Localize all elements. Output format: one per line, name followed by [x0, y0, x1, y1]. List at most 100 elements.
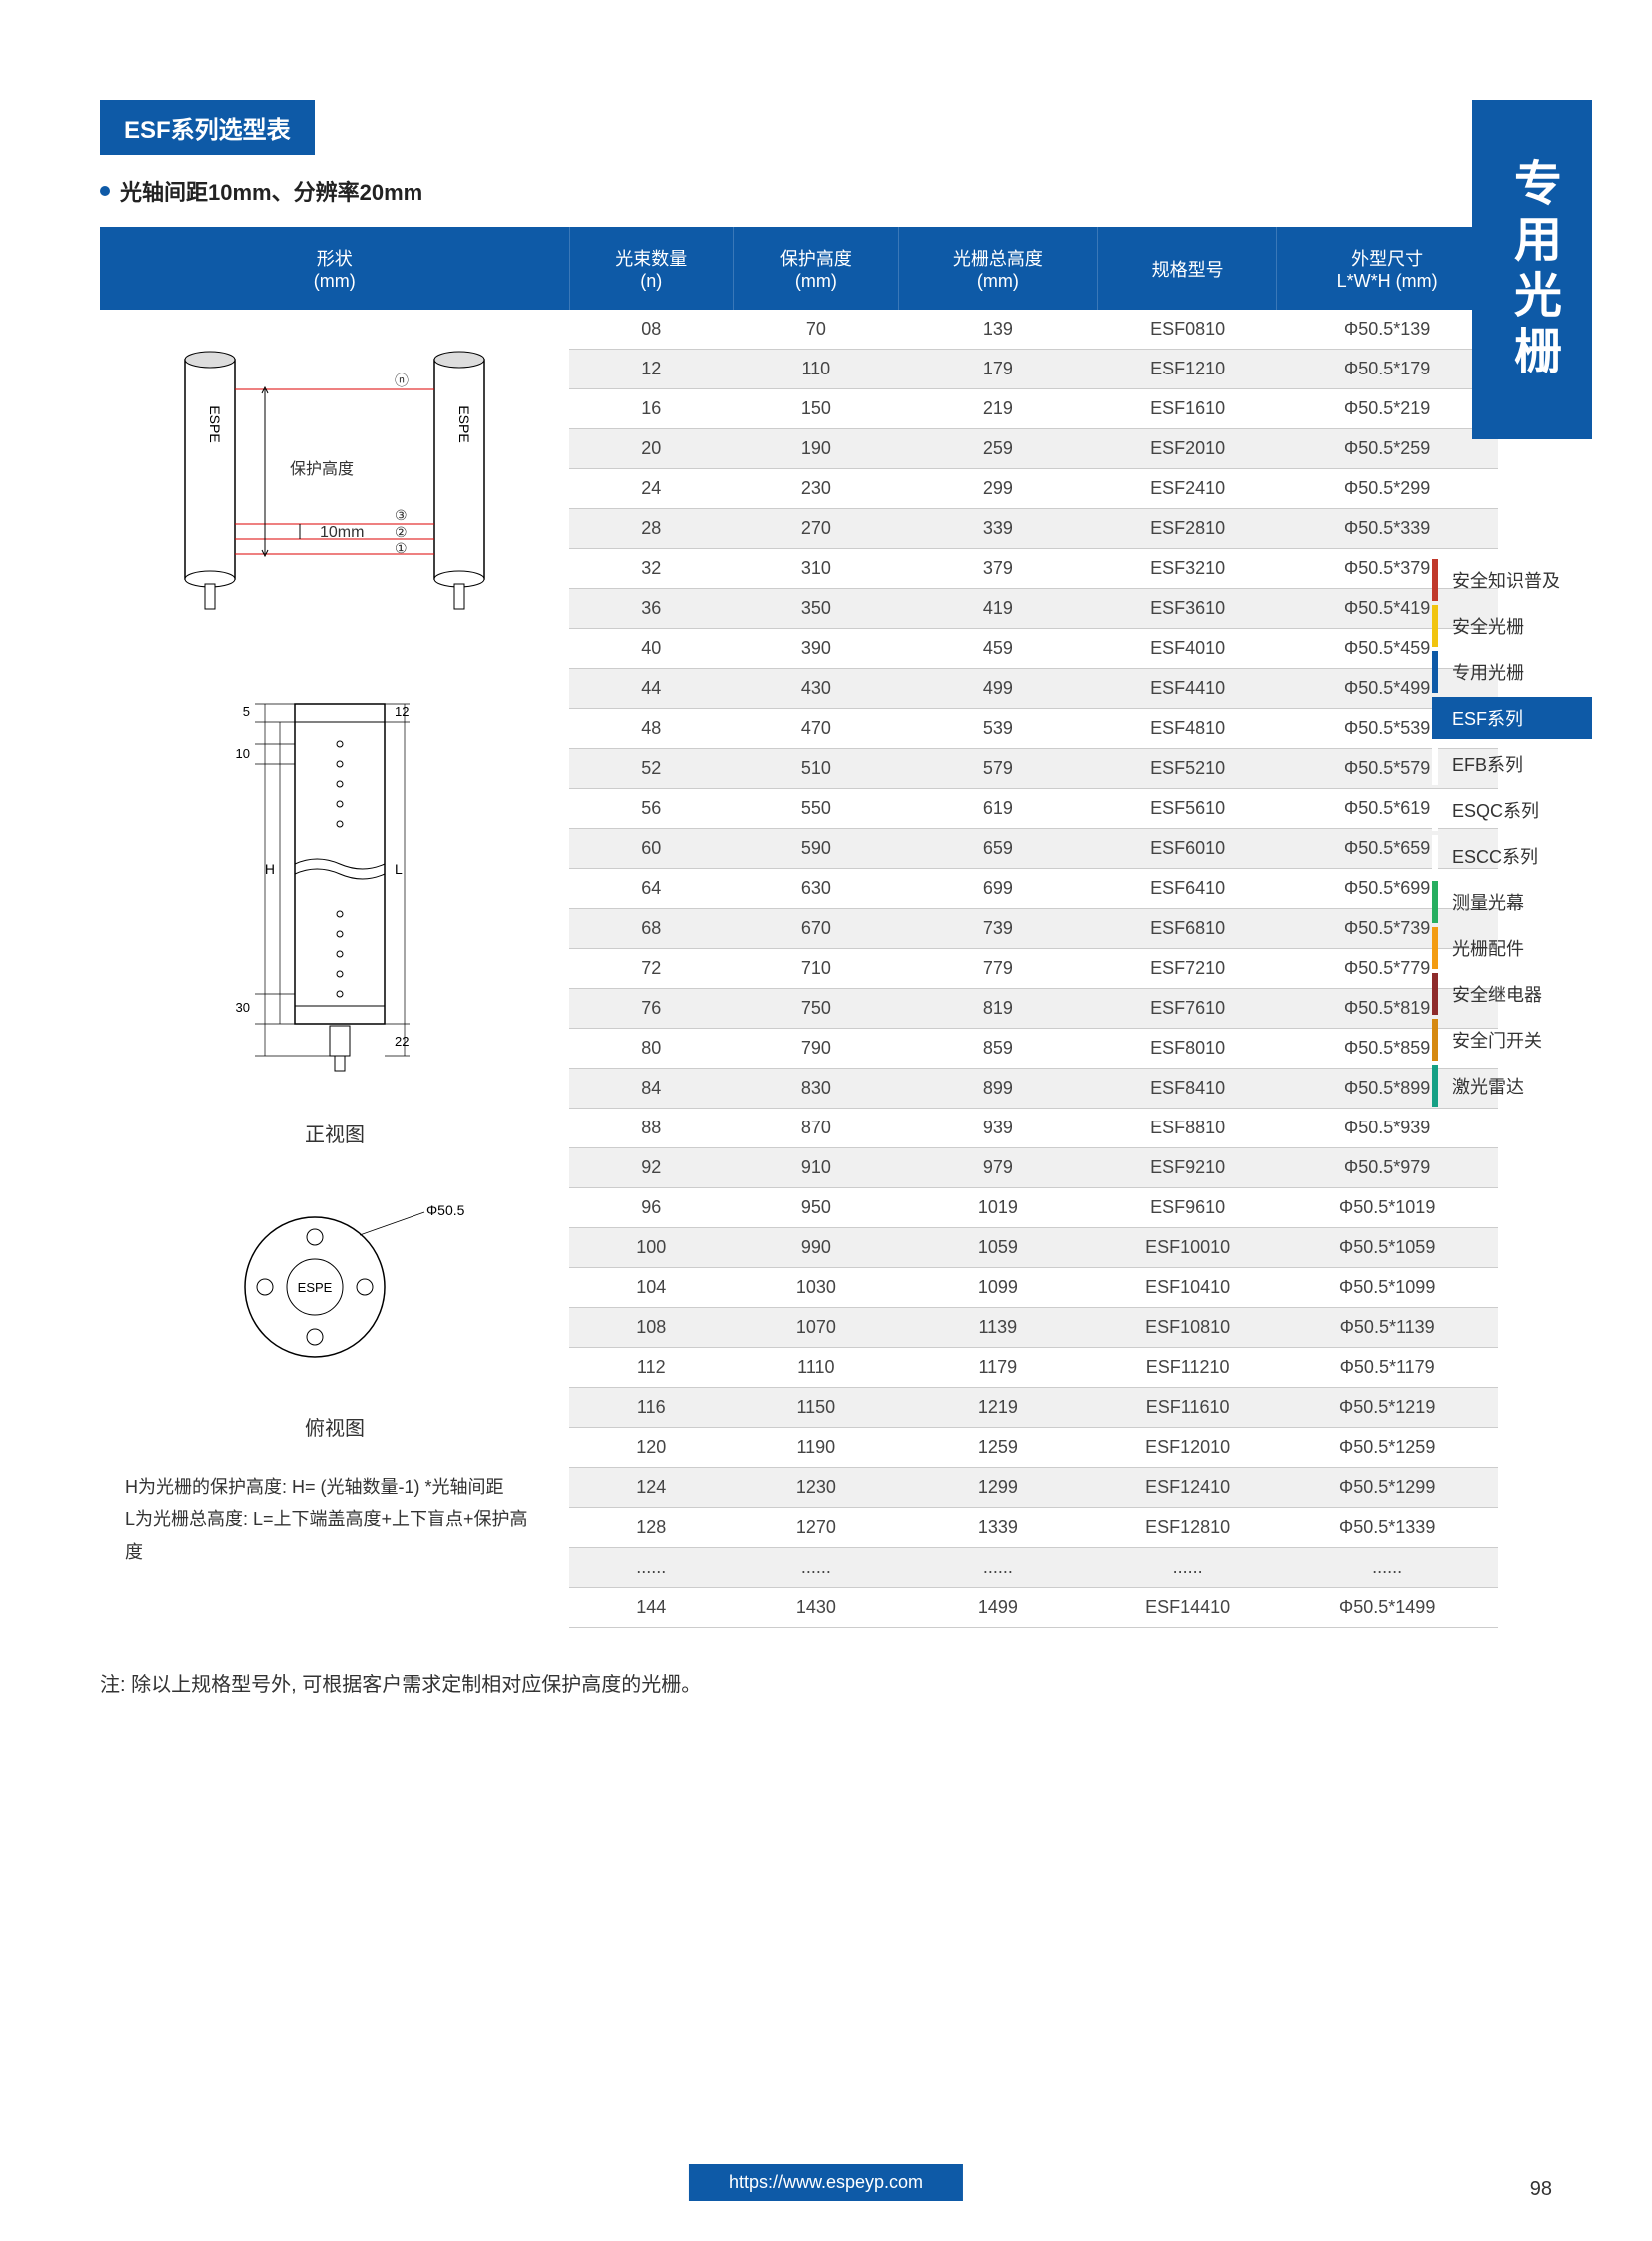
- table-cell: 84: [569, 1069, 734, 1109]
- table-cell: Φ50.5*1059: [1277, 1228, 1498, 1268]
- table-cell: ESF8810: [1098, 1109, 1277, 1148]
- table-cell: 899: [898, 1069, 1097, 1109]
- side-nav-item[interactable]: ESQC系列: [1432, 789, 1592, 831]
- table-cell: ESF12410: [1098, 1468, 1277, 1508]
- table-cell: 739: [898, 909, 1097, 949]
- side-nav-item[interactable]: ESF系列: [1432, 697, 1592, 739]
- table-cell: ESF11610: [1098, 1388, 1277, 1428]
- table-cell: ESF10010: [1098, 1228, 1277, 1268]
- table-cell: 100: [569, 1228, 734, 1268]
- table-cell: 299: [898, 469, 1097, 509]
- svg-text:①: ①: [395, 540, 408, 556]
- table-cell: 72: [569, 949, 734, 989]
- table-cell: ESF5610: [1098, 789, 1277, 829]
- table-cell: 112: [569, 1348, 734, 1388]
- side-nav-item[interactable]: 测量光幕: [1432, 881, 1592, 923]
- table-header: 形状(mm): [100, 227, 569, 310]
- page-title-badge: ESF系列选型表: [100, 100, 315, 155]
- table-cell: ESF1610: [1098, 389, 1277, 429]
- diameter-label: Φ50.5: [426, 1202, 464, 1218]
- table-cell: 979: [898, 1148, 1097, 1188]
- table-cell: ......: [1098, 1548, 1277, 1588]
- table-cell: 32: [569, 549, 734, 589]
- table-cell: 230: [734, 469, 899, 509]
- side-nav-item[interactable]: 安全光栅: [1432, 605, 1592, 647]
- side-nav-item[interactable]: 专用光栅: [1432, 651, 1592, 693]
- formula-h: H为光栅的保护高度: H= (光轴数量-1) *光轴间距: [125, 1471, 544, 1503]
- table-cell: ESF10410: [1098, 1268, 1277, 1308]
- side-nav-item[interactable]: 安全知识普及: [1432, 559, 1592, 601]
- side-nav-item[interactable]: 激光雷达: [1432, 1065, 1592, 1107]
- table-cell: 459: [898, 629, 1097, 669]
- isometric-diagram: ESPE ESPE ⓝ ③ ② ① 保护高度 10mm: [135, 330, 534, 629]
- table-cell: 790: [734, 1029, 899, 1069]
- side-banner: 专用光栅: [1472, 100, 1592, 439]
- table-cell: 08: [569, 310, 734, 350]
- table-cell: 52: [569, 749, 734, 789]
- table-cell: ESF2010: [1098, 429, 1277, 469]
- table-cell: 1110: [734, 1348, 899, 1388]
- brand-left: ESPE: [207, 405, 223, 442]
- table-cell: 579: [898, 749, 1097, 789]
- side-nav-item[interactable]: 安全门开关: [1432, 1019, 1592, 1061]
- table-cell: 179: [898, 350, 1097, 389]
- table-cell: 379: [898, 549, 1097, 589]
- table-cell: ESF7210: [1098, 949, 1277, 989]
- table-cell: 12: [569, 350, 734, 389]
- table-cell: 44: [569, 669, 734, 709]
- table-cell: Φ50.5*1499: [1277, 1588, 1498, 1628]
- table-cell: Φ50.5*939: [1277, 1109, 1498, 1148]
- svg-text:L: L: [395, 861, 403, 877]
- table-cell: 1430: [734, 1588, 899, 1628]
- table-cell: 36: [569, 589, 734, 629]
- table-cell: 1499: [898, 1588, 1097, 1628]
- table-cell: 750: [734, 989, 899, 1029]
- side-nav-item[interactable]: 光栅配件: [1432, 927, 1592, 969]
- formula-l: L为光栅总高度: L=上下端盖高度+上下盲点+保护高度: [125, 1503, 544, 1568]
- table-cell: ESF6410: [1098, 869, 1277, 909]
- table-cell: 48: [569, 709, 734, 749]
- table-cell: 1019: [898, 1188, 1097, 1228]
- table-cell: 910: [734, 1148, 899, 1188]
- side-nav-item[interactable]: EFB系列: [1432, 743, 1592, 785]
- front-view-label: 正视图: [125, 1119, 544, 1147]
- table-cell: 1070: [734, 1308, 899, 1348]
- table-cell: 419: [898, 589, 1097, 629]
- table-header: 规格型号: [1098, 227, 1277, 310]
- table-cell: ESF8410: [1098, 1069, 1277, 1109]
- side-nav-item[interactable]: ESCC系列: [1432, 835, 1592, 877]
- table-cell: 779: [898, 949, 1097, 989]
- table-cell: 80: [569, 1029, 734, 1069]
- side-nav-item[interactable]: 安全继电器: [1432, 973, 1592, 1015]
- table-cell: 430: [734, 669, 899, 709]
- table-cell: 270: [734, 509, 899, 549]
- table-cell: 1179: [898, 1348, 1097, 1388]
- table-cell: 390: [734, 629, 899, 669]
- table-cell: 590: [734, 829, 899, 869]
- table-cell: 110: [734, 350, 899, 389]
- table-cell: ESF9610: [1098, 1188, 1277, 1228]
- table-cell: 1139: [898, 1308, 1097, 1348]
- table-cell: 190: [734, 429, 899, 469]
- table-cell: 150: [734, 389, 899, 429]
- table-cell: Φ50.5*1019: [1277, 1188, 1498, 1228]
- table-cell: 70: [734, 310, 899, 350]
- table-cell: 1339: [898, 1508, 1097, 1548]
- table-cell: 40: [569, 629, 734, 669]
- table-cell: 1059: [898, 1228, 1097, 1268]
- table-cell: 28: [569, 509, 734, 549]
- table-cell: Φ50.5*1099: [1277, 1268, 1498, 1308]
- table-cell: ESF4410: [1098, 669, 1277, 709]
- table-cell: 56: [569, 789, 734, 829]
- table-cell: 510: [734, 749, 899, 789]
- table-header: 保护高度(mm): [734, 227, 899, 310]
- svg-text:H: H: [265, 861, 275, 877]
- table-cell: ESF14410: [1098, 1588, 1277, 1628]
- subtitle-row: 光轴间距10mm、分辨率20mm: [100, 175, 1652, 207]
- svg-text:12: 12: [395, 704, 409, 719]
- bullet-icon: [100, 186, 110, 196]
- table-cell: 950: [734, 1188, 899, 1228]
- table-cell: Φ50.5*1219: [1277, 1388, 1498, 1428]
- page-number: 98: [1530, 2178, 1552, 2201]
- table-cell: 470: [734, 709, 899, 749]
